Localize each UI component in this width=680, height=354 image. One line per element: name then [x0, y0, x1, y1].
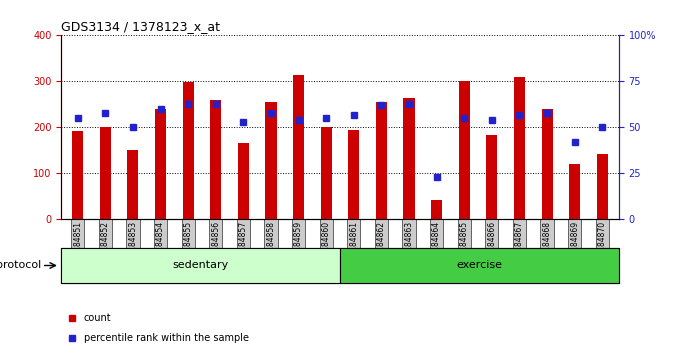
- Bar: [183, 82, 194, 219]
- Text: GDS3134 / 1378123_x_at: GDS3134 / 1378123_x_at: [61, 20, 220, 33]
- Bar: [376, 102, 387, 219]
- Bar: [155, 109, 166, 219]
- Bar: [459, 81, 470, 219]
- Bar: [210, 100, 221, 219]
- Bar: [486, 135, 497, 219]
- Bar: [541, 109, 553, 219]
- Bar: [72, 131, 83, 219]
- Text: exercise: exercise: [456, 261, 503, 270]
- Bar: [340, 248, 619, 283]
- Text: count: count: [84, 313, 111, 323]
- Text: protocol: protocol: [0, 261, 41, 270]
- Bar: [100, 127, 111, 219]
- Text: sedentary: sedentary: [173, 261, 228, 270]
- Bar: [514, 77, 525, 219]
- Bar: [61, 248, 340, 283]
- Bar: [321, 127, 332, 219]
- Bar: [569, 164, 580, 219]
- Bar: [348, 130, 359, 219]
- Text: percentile rank within the sample: percentile rank within the sample: [84, 333, 248, 343]
- Bar: [431, 200, 442, 219]
- Bar: [127, 150, 139, 219]
- Bar: [293, 74, 304, 219]
- Bar: [265, 102, 277, 219]
- Bar: [403, 97, 415, 219]
- Bar: [597, 154, 608, 219]
- Bar: [238, 143, 249, 219]
